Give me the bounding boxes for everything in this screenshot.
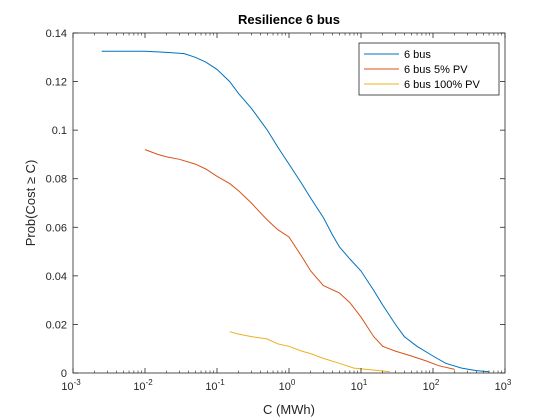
y-tick-label: 0.06 <box>46 222 67 234</box>
y-tick-label: 0 <box>61 368 67 380</box>
legend: 6 bus 6 bus 5% PV 6 bus 100% PV <box>358 42 500 96</box>
x-tick-base: 10 <box>133 381 145 393</box>
x-tick-base: 10 <box>205 381 217 393</box>
x-tick-base: 10 <box>423 381 435 393</box>
x-tick-label: 10-1 <box>205 378 225 393</box>
x-tick-label: 10-2 <box>133 378 153 393</box>
x-tick-base: 10 <box>495 381 507 393</box>
legend-label-3: 6 bus 100% PV <box>404 79 480 91</box>
chart-title: Resilience 6 bus <box>238 12 340 27</box>
x-tick-base: 10 <box>279 381 291 393</box>
x-axis-ticks: 10-3 10-2 10-1 100 101 102 103 <box>61 33 512 393</box>
x-tick-exponent: -2 <box>146 378 154 387</box>
y-axis-label: Prob(Cost ≥ C) <box>23 160 38 247</box>
y-tick-label: 0.1 <box>52 125 67 137</box>
x-tick-label: 101 <box>351 378 368 393</box>
legend-label-2: 6 bus 5% PV <box>404 64 468 76</box>
x-tick-exponent: -3 <box>74 378 82 387</box>
x-tick-base: 10 <box>61 381 73 393</box>
series-line-1 <box>101 50 490 373</box>
x-axis-label: C (MWh) <box>263 402 315 417</box>
x-tick-exponent: 3 <box>507 378 512 387</box>
x-tick-exponent: 0 <box>291 378 296 387</box>
x-tick-label: 103 <box>495 378 512 393</box>
x-tick-label: 100 <box>279 378 296 393</box>
x-tick-base: 10 <box>351 381 363 393</box>
y-tick-label: 0.12 <box>46 77 67 89</box>
y-tick-label: 0.08 <box>46 174 67 186</box>
x-tick-exponent: 1 <box>363 378 368 387</box>
series-line-3 <box>229 331 390 373</box>
y-axis-ticks: 0 0.02 0.04 0.06 0.08 0.1 0.12 0.14 <box>46 28 505 380</box>
y-tick-label: 0.14 <box>46 28 67 40</box>
series-line-2 <box>144 149 455 370</box>
legend-entries: 6 bus 6 bus 5% PV 6 bus 100% PV <box>364 49 480 91</box>
x-tick-exponent: -1 <box>218 378 226 387</box>
x-tick-label: 10-3 <box>61 378 81 393</box>
y-tick-label: 0.02 <box>46 319 67 331</box>
legend-label-1: 6 bus <box>404 49 431 61</box>
x-tick-label: 102 <box>423 378 440 393</box>
plot-frame <box>72 32 506 374</box>
x-tick-exponent: 2 <box>435 378 440 387</box>
y-tick-label: 0.04 <box>46 271 67 283</box>
series-layer <box>101 50 490 373</box>
